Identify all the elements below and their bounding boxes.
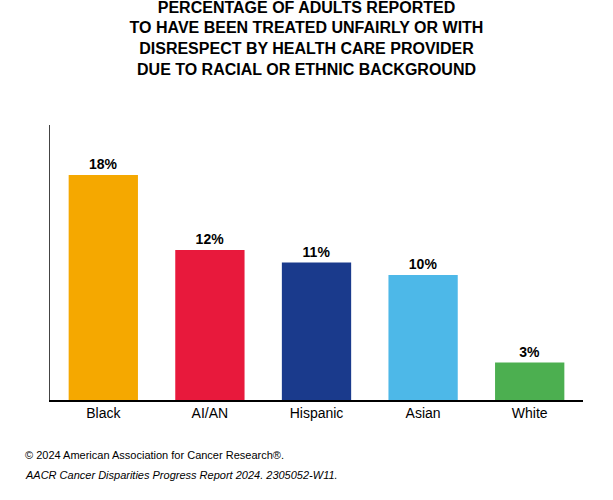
- svg-text:White: White: [512, 405, 548, 421]
- svg-text:18%: 18%: [89, 156, 118, 172]
- svg-text:© 2024 American Association fo: © 2024 American Association for Cancer R…: [25, 449, 284, 461]
- svg-text:3%: 3%: [519, 344, 540, 360]
- svg-text:AI/AN: AI/AN: [192, 405, 229, 421]
- svg-text:10%: 10%: [409, 256, 438, 272]
- svg-text:12%: 12%: [196, 231, 225, 247]
- svg-text:11%: 11%: [303, 244, 331, 260]
- svg-text:AACR Cancer Disparities Progre: AACR Cancer Disparities Progress Report …: [25, 469, 338, 481]
- svg-text:PERCENTAGE OF ADULTS REPORTEDT: PERCENTAGE OF ADULTS REPORTEDTO HAVE BEE…: [130, 0, 484, 78]
- svg-text:Asian: Asian: [406, 405, 441, 421]
- svg-text:Black: Black: [86, 405, 121, 421]
- svg-text:Hispanic: Hispanic: [290, 405, 344, 421]
